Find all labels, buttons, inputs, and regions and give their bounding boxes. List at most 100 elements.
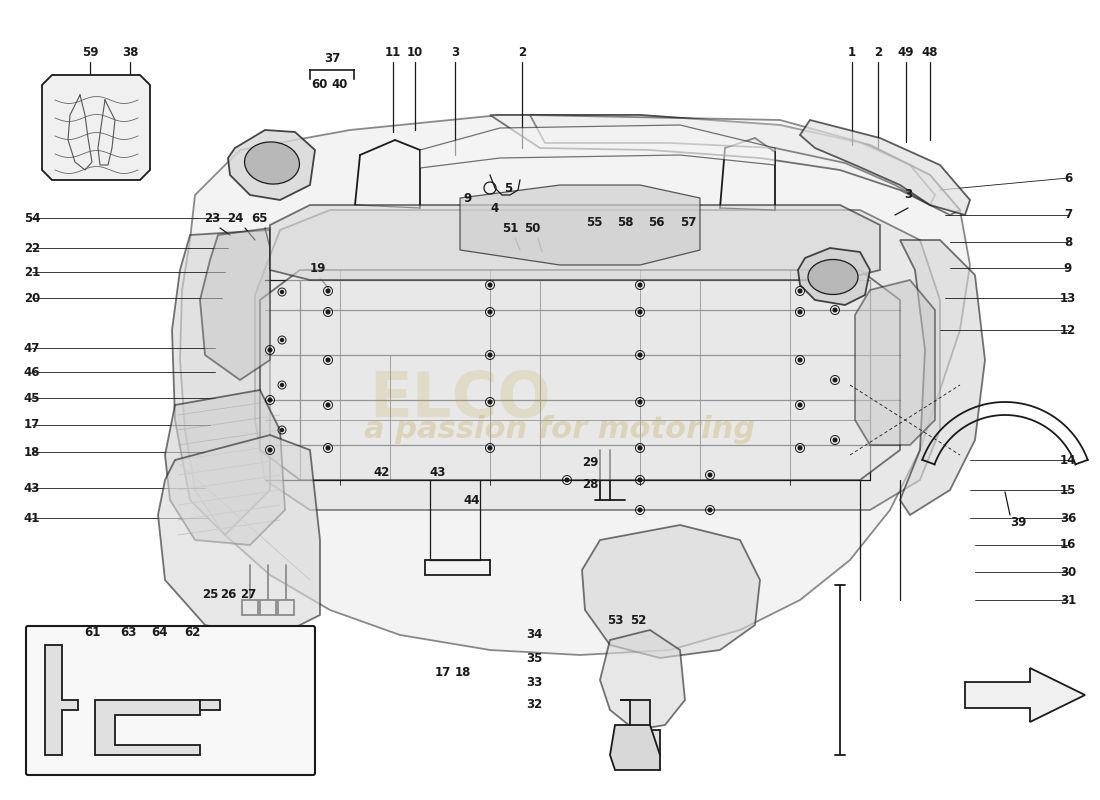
Text: 11: 11 [385,46,402,58]
Polygon shape [582,525,760,658]
Text: 29: 29 [582,455,598,469]
Text: 32: 32 [526,698,542,711]
Text: 52: 52 [630,614,646,626]
Polygon shape [800,120,970,215]
Text: 62: 62 [184,626,200,638]
Text: 2: 2 [518,46,526,58]
Circle shape [799,403,802,406]
Polygon shape [530,115,935,205]
Circle shape [280,338,284,342]
Text: 53: 53 [607,614,624,626]
Circle shape [833,308,837,312]
Polygon shape [200,228,270,380]
Text: 30: 30 [1060,566,1076,578]
Text: 24: 24 [227,211,243,225]
Circle shape [488,354,492,357]
Text: 34: 34 [526,629,542,642]
Circle shape [327,403,330,406]
Text: 65: 65 [252,211,268,225]
Circle shape [799,358,802,362]
Text: 27: 27 [240,589,256,602]
Text: 13: 13 [1060,291,1076,305]
Polygon shape [200,700,220,710]
Text: 22: 22 [24,242,40,254]
Text: 54: 54 [24,211,41,225]
Text: 41: 41 [24,511,41,525]
Ellipse shape [808,259,858,294]
Text: ELCO: ELCO [370,370,551,430]
Text: a passion for motoring: a passion for motoring [364,415,756,445]
Circle shape [833,438,837,442]
Text: 63: 63 [120,626,136,638]
Text: 38: 38 [122,46,139,58]
Text: 35: 35 [526,651,542,665]
Circle shape [268,398,272,402]
Circle shape [327,310,330,314]
Polygon shape [855,280,935,445]
Polygon shape [270,205,880,280]
Text: 56: 56 [648,215,664,229]
Text: 3: 3 [904,189,912,202]
Circle shape [708,473,712,477]
Text: 50: 50 [524,222,540,234]
Text: 23: 23 [204,211,220,225]
Text: 17: 17 [434,666,451,678]
Circle shape [638,400,641,404]
Circle shape [799,446,802,450]
Polygon shape [228,130,315,200]
Text: 60: 60 [311,78,327,90]
Circle shape [638,446,641,450]
Polygon shape [610,725,660,770]
Circle shape [327,289,330,293]
Text: 9: 9 [464,191,472,205]
Text: 1: 1 [848,46,856,58]
Polygon shape [45,645,78,755]
Ellipse shape [244,142,299,184]
Text: 42: 42 [374,466,390,478]
Text: 21: 21 [24,266,40,278]
Circle shape [565,478,569,482]
Text: 19: 19 [310,262,327,274]
Polygon shape [158,435,320,640]
Text: 37: 37 [323,51,340,65]
Text: 45: 45 [24,391,41,405]
Polygon shape [180,115,970,655]
Text: 8: 8 [1064,235,1072,249]
Text: 17: 17 [24,418,40,431]
Circle shape [280,383,284,386]
Circle shape [488,400,492,404]
Text: 18: 18 [24,446,41,458]
Text: 18: 18 [454,666,471,678]
Circle shape [268,448,272,452]
Text: 2: 2 [873,46,882,58]
Circle shape [280,429,284,431]
Text: 51: 51 [502,222,518,234]
Text: 9: 9 [1064,262,1072,274]
Circle shape [488,310,492,314]
Text: 31: 31 [1060,594,1076,606]
Text: 6: 6 [1064,171,1072,185]
Text: 33: 33 [526,675,542,689]
Text: 36: 36 [1059,511,1076,525]
Polygon shape [172,230,270,535]
Text: 57: 57 [680,215,696,229]
Circle shape [268,348,272,352]
Polygon shape [490,115,960,215]
Polygon shape [965,668,1085,722]
Polygon shape [798,248,870,305]
Circle shape [799,310,802,314]
Text: 47: 47 [24,342,41,354]
Circle shape [833,378,837,382]
Circle shape [638,478,641,482]
Text: 48: 48 [922,46,938,58]
Text: 40: 40 [332,78,349,90]
Text: 43: 43 [24,482,41,494]
Text: 28: 28 [582,478,598,491]
Polygon shape [460,185,700,265]
Polygon shape [420,125,776,168]
Text: 14: 14 [1059,454,1076,466]
Circle shape [638,508,641,512]
Text: 16: 16 [1059,538,1076,551]
Polygon shape [165,390,285,545]
Polygon shape [620,700,660,755]
